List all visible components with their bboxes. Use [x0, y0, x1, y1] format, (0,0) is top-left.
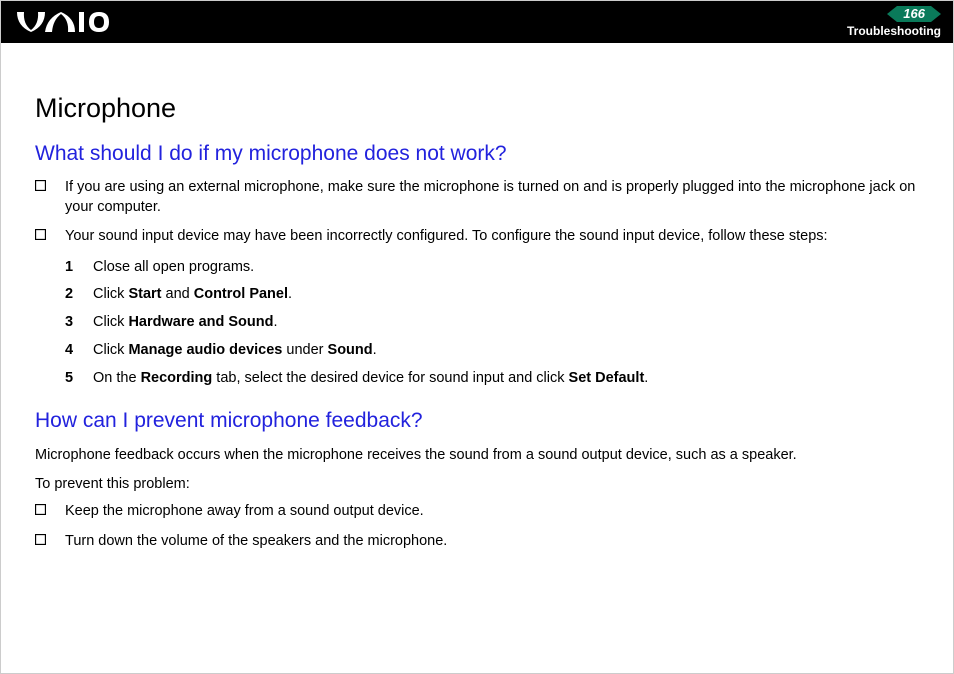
list-item: Turn down the volume of the speakers and… [35, 532, 919, 552]
paragraph: Microphone feedback occurs when the micr… [35, 445, 919, 465]
step-number: 2 [65, 284, 93, 306]
q1-steps: 1 Close all open programs. 2 Click Start… [35, 257, 919, 390]
prev-page-arrow-icon[interactable] [887, 6, 897, 22]
step-item: 5 On the Recording tab, select the desir… [65, 368, 919, 390]
question-heading-2: How can I prevent microphone feedback? [35, 409, 919, 433]
page-number: 166 [897, 6, 931, 22]
list-item: If you are using an external microphone,… [35, 178, 919, 217]
step-number: 4 [65, 340, 93, 362]
question-heading-1: What should I do if my microphone does n… [35, 142, 919, 166]
step-item: 1 Close all open programs. [65, 257, 919, 279]
step-text: On the Recording tab, select the desired… [93, 368, 648, 390]
vaio-logo [17, 12, 109, 32]
step-item: 3 Click Hardware and Sound. [65, 312, 919, 334]
paragraph: To prevent this problem: [35, 474, 919, 494]
square-bullet-icon [35, 178, 65, 191]
bullet-text: Your sound input device may have been in… [65, 227, 828, 247]
page-content: Microphone What should I do if my microp… [1, 43, 953, 551]
step-number: 1 [65, 257, 93, 279]
bullet-text: Keep the microphone away from a sound ou… [65, 502, 424, 522]
page-number-pill[interactable]: 166 [887, 6, 941, 22]
step-text: Click Start and Control Panel. [93, 284, 292, 306]
step-number: 5 [65, 368, 93, 390]
q2-bullets: Keep the microphone away from a sound ou… [35, 502, 919, 551]
list-item: Keep the microphone away from a sound ou… [35, 502, 919, 522]
q1-bullets: If you are using an external microphone,… [35, 178, 919, 247]
bullet-text: If you are using an external microphone,… [65, 178, 919, 217]
step-text: Click Hardware and Sound. [93, 312, 278, 334]
section-label[interactable]: Troubleshooting [847, 24, 941, 38]
header-right: 166 Troubleshooting [847, 6, 941, 38]
list-item: Your sound input device may have been in… [35, 227, 919, 247]
page-title: Microphone [35, 93, 919, 124]
step-text: Close all open programs. [93, 257, 254, 279]
bullet-text: Turn down the volume of the speakers and… [65, 532, 447, 552]
step-item: 4 Click Manage audio devices under Sound… [65, 340, 919, 362]
step-number: 3 [65, 312, 93, 334]
square-bullet-icon [35, 532, 65, 545]
step-item: 2 Click Start and Control Panel. [65, 284, 919, 306]
square-bullet-icon [35, 502, 65, 515]
square-bullet-icon [35, 227, 65, 240]
next-page-arrow-icon[interactable] [931, 6, 941, 22]
header-bar: 166 Troubleshooting [1, 1, 953, 43]
step-text: Click Manage audio devices under Sound. [93, 340, 377, 362]
